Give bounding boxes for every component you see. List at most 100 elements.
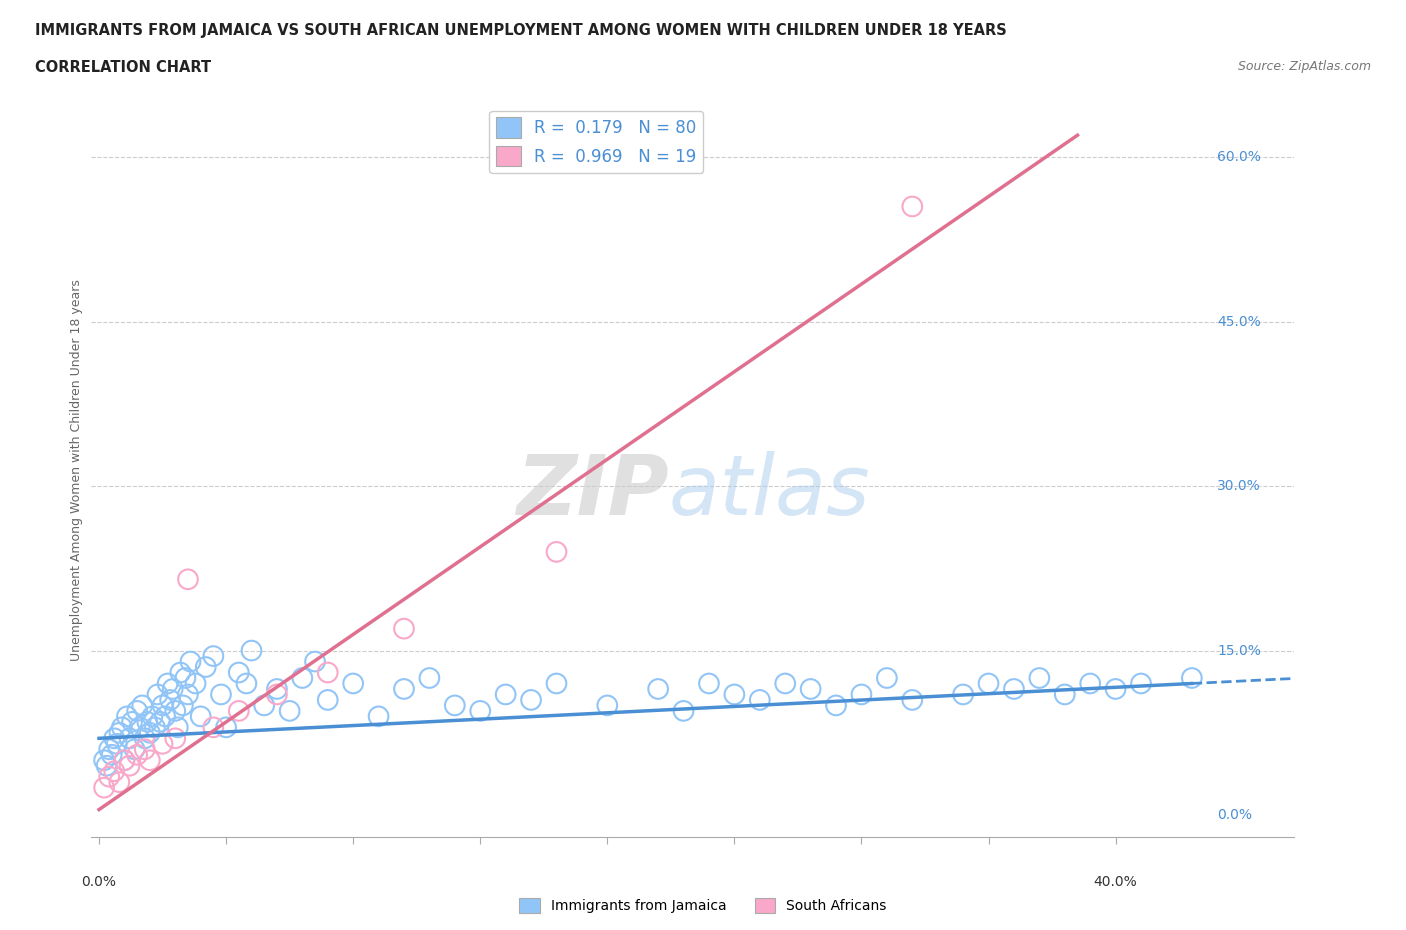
Point <box>520 693 543 708</box>
Point <box>392 682 415 697</box>
Point <box>152 737 174 751</box>
Point <box>392 621 415 636</box>
Point <box>316 693 339 708</box>
Point <box>190 709 212 724</box>
Point <box>215 720 238 735</box>
Point <box>141 709 163 724</box>
Point <box>112 752 135 767</box>
Point <box>128 720 150 735</box>
Text: Source: ZipAtlas.com: Source: ZipAtlas.com <box>1237 60 1371 73</box>
Point <box>952 687 974 702</box>
Point <box>418 671 440 685</box>
Point <box>165 703 187 718</box>
Text: atlas: atlas <box>668 451 870 532</box>
Point <box>139 752 162 767</box>
Point <box>149 714 172 729</box>
Point <box>546 544 568 559</box>
Point <box>304 654 326 669</box>
Point <box>153 709 176 724</box>
Point <box>825 698 848 713</box>
Point <box>773 676 796 691</box>
Point <box>136 714 159 729</box>
Text: 60.0%: 60.0% <box>1218 150 1261 164</box>
Point <box>143 720 166 735</box>
Point <box>156 676 179 691</box>
Text: 40.0%: 40.0% <box>1094 875 1137 889</box>
Point <box>202 720 225 735</box>
Point <box>184 676 207 691</box>
Point <box>672 703 695 718</box>
Point <box>367 709 389 724</box>
Point <box>697 676 720 691</box>
Point <box>134 731 156 746</box>
Point <box>111 720 134 735</box>
Point <box>98 742 121 757</box>
Point <box>748 693 770 708</box>
Point <box>121 714 143 729</box>
Point <box>103 764 125 778</box>
Point <box>209 687 232 702</box>
Point <box>93 780 115 795</box>
Point <box>901 199 924 214</box>
Point <box>291 671 314 685</box>
Legend: Immigrants from Jamaica, South Africans: Immigrants from Jamaica, South Africans <box>513 892 893 919</box>
Point <box>159 693 181 708</box>
Point <box>342 676 364 691</box>
Point <box>98 769 121 784</box>
Text: 30.0%: 30.0% <box>1218 479 1261 493</box>
Point <box>1130 676 1153 691</box>
Point <box>723 687 745 702</box>
Point <box>901 693 924 708</box>
Point <box>240 644 263 658</box>
Point <box>165 731 187 746</box>
Point <box>127 748 149 763</box>
Point <box>266 682 288 697</box>
Point <box>139 725 162 740</box>
Point <box>174 671 197 685</box>
Point <box>266 687 288 702</box>
Text: 0.0%: 0.0% <box>1218 808 1253 822</box>
Point <box>1028 671 1050 685</box>
Point <box>235 676 257 691</box>
Point <box>470 703 492 718</box>
Point <box>278 703 301 718</box>
Text: CORRELATION CHART: CORRELATION CHART <box>35 60 211 75</box>
Point <box>647 682 669 697</box>
Text: 45.0%: 45.0% <box>1218 314 1261 328</box>
Text: 0.0%: 0.0% <box>82 875 117 889</box>
Text: 15.0%: 15.0% <box>1218 644 1261 658</box>
Point <box>169 665 191 680</box>
Point <box>134 742 156 757</box>
Point <box>105 737 128 751</box>
Point <box>103 731 125 746</box>
Point <box>131 698 153 713</box>
Point <box>443 698 465 713</box>
Point <box>495 687 517 702</box>
Point <box>546 676 568 691</box>
Text: ZIP: ZIP <box>516 451 668 532</box>
Text: IMMIGRANTS FROM JAMAICA VS SOUTH AFRICAN UNEMPLOYMENT AMONG WOMEN WITH CHILDREN : IMMIGRANTS FROM JAMAICA VS SOUTH AFRICAN… <box>35 23 1007 38</box>
Point <box>1104 682 1126 697</box>
Point <box>177 687 200 702</box>
Point <box>124 742 146 757</box>
Point <box>228 703 250 718</box>
Point <box>194 659 217 674</box>
Point <box>1053 687 1076 702</box>
Point <box>152 698 174 713</box>
Point <box>96 758 118 773</box>
Point <box>108 725 131 740</box>
Point <box>316 665 339 680</box>
Point <box>112 752 135 767</box>
Point <box>177 572 200 587</box>
Point <box>179 654 201 669</box>
Point <box>1002 682 1025 697</box>
Point <box>202 648 225 663</box>
Point <box>100 748 122 763</box>
Point <box>118 758 141 773</box>
Point <box>108 775 131 790</box>
Point <box>146 687 169 702</box>
Point <box>172 698 194 713</box>
Point <box>977 676 1000 691</box>
Point <box>851 687 873 702</box>
Y-axis label: Unemployment Among Women with Children Under 18 years: Unemployment Among Women with Children U… <box>70 279 83 660</box>
